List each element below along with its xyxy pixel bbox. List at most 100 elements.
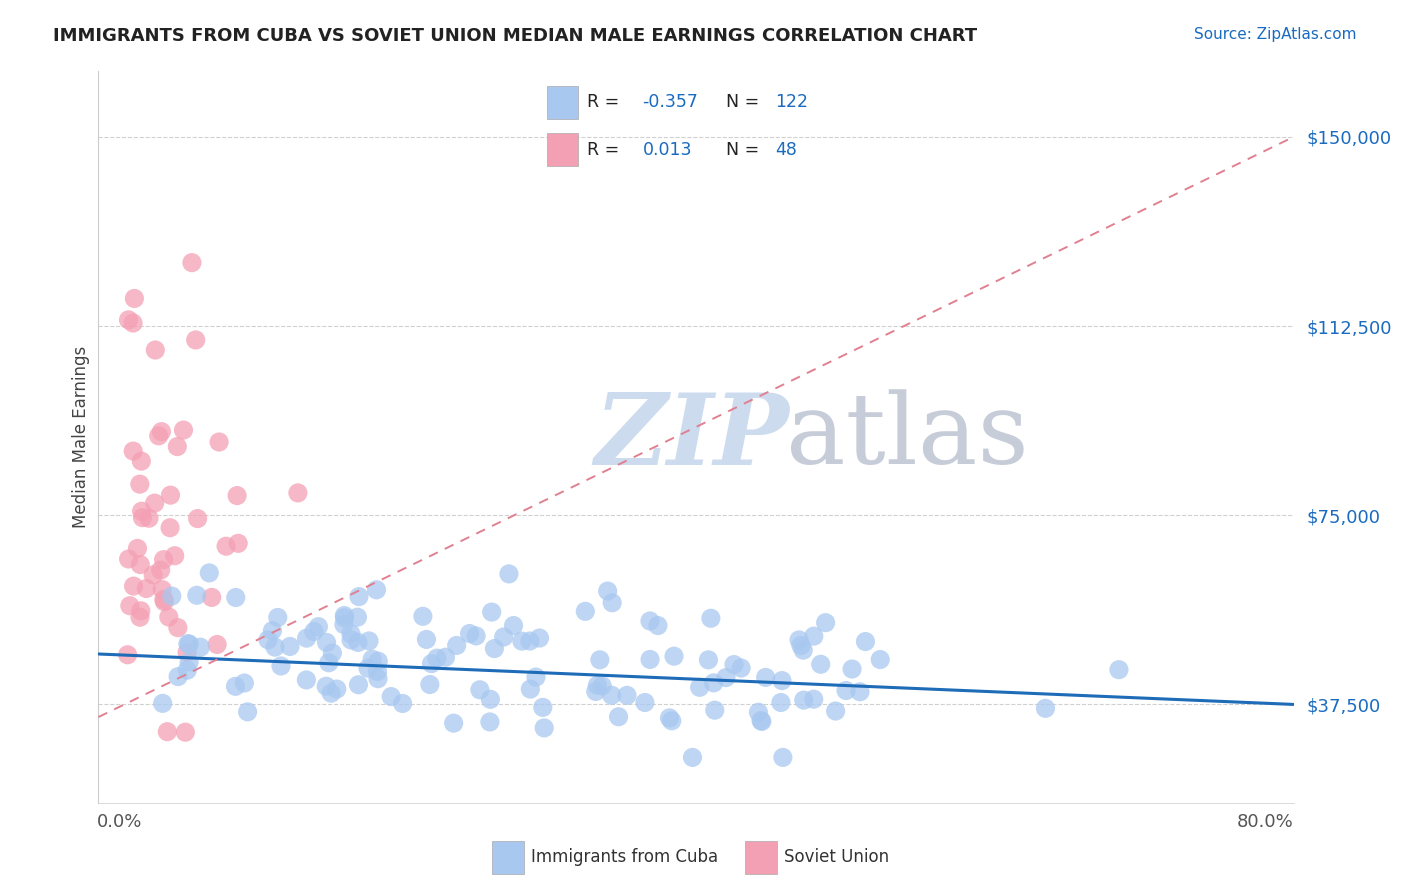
Point: [810, 657, 832, 672]
Point: [869, 652, 891, 666]
Point: [176, 663, 198, 677]
Point: [484, 641, 506, 656]
Point: [148, 429, 170, 443]
Point: [346, 610, 368, 624]
Point: [616, 689, 638, 703]
Point: [420, 657, 443, 671]
Point: [749, 714, 772, 728]
Point: [347, 590, 370, 604]
Point: [177, 637, 200, 651]
Text: N =: N =: [725, 94, 759, 112]
Point: [122, 444, 145, 458]
Point: [600, 688, 623, 702]
Point: [772, 750, 794, 764]
Point: [333, 611, 356, 625]
Point: [415, 632, 437, 647]
Point: [163, 549, 186, 563]
Point: [340, 632, 363, 647]
Point: [215, 539, 238, 553]
Text: Source: ZipAtlas.com: Source: ZipAtlas.com: [1194, 27, 1357, 42]
Point: [519, 634, 541, 648]
Point: [287, 486, 309, 500]
Point: [321, 686, 343, 700]
Point: [257, 632, 280, 647]
Point: [479, 692, 502, 706]
Point: [585, 684, 607, 698]
Point: [226, 536, 249, 550]
Point: [574, 604, 596, 618]
Point: [150, 582, 173, 597]
Point: [519, 682, 541, 697]
Point: [1108, 663, 1130, 677]
Point: [118, 599, 141, 613]
Point: [751, 714, 773, 729]
Point: [262, 624, 284, 638]
Point: [179, 637, 201, 651]
Point: [205, 638, 228, 652]
Text: N =: N =: [725, 141, 759, 159]
Point: [531, 700, 554, 714]
Point: [184, 333, 207, 347]
Point: [790, 639, 813, 653]
Point: [703, 703, 725, 717]
Point: [153, 595, 176, 609]
Point: [647, 618, 669, 632]
Point: [295, 631, 318, 645]
Point: [117, 313, 139, 327]
Point: [302, 624, 325, 639]
Point: [333, 608, 356, 623]
Point: [225, 591, 247, 605]
Point: [1035, 701, 1057, 715]
Point: [824, 704, 846, 718]
Point: [160, 589, 183, 603]
Text: -0.357: -0.357: [643, 94, 699, 112]
Point: [131, 454, 153, 468]
Point: [468, 682, 491, 697]
FancyBboxPatch shape: [745, 841, 778, 874]
Point: [143, 343, 166, 357]
Point: [347, 678, 370, 692]
Text: 122: 122: [776, 94, 808, 112]
Point: [180, 255, 202, 269]
Point: [366, 582, 388, 597]
Point: [153, 592, 176, 607]
Point: [129, 610, 152, 624]
Point: [201, 591, 224, 605]
Point: [755, 670, 778, 684]
Point: [814, 615, 837, 630]
Point: [443, 716, 465, 731]
Point: [357, 661, 380, 675]
Point: [361, 652, 384, 666]
Point: [849, 685, 872, 699]
Point: [426, 651, 449, 665]
Point: [315, 679, 337, 693]
Point: [855, 634, 877, 648]
Point: [236, 705, 259, 719]
Point: [135, 582, 157, 596]
Point: [367, 654, 389, 668]
Point: [117, 552, 139, 566]
Point: [176, 645, 198, 659]
Point: [434, 650, 457, 665]
Point: [124, 292, 146, 306]
Point: [167, 670, 190, 684]
Point: [607, 710, 630, 724]
FancyBboxPatch shape: [547, 87, 578, 119]
Point: [498, 566, 520, 581]
Text: atlas: atlas: [786, 389, 1028, 485]
Point: [150, 425, 173, 439]
Point: [769, 696, 792, 710]
Point: [143, 496, 166, 510]
Point: [689, 681, 711, 695]
Text: 0.013: 0.013: [643, 141, 692, 159]
Point: [224, 679, 246, 693]
Point: [787, 632, 810, 647]
Point: [747, 705, 769, 719]
Point: [278, 640, 301, 654]
Point: [634, 696, 657, 710]
Point: [638, 652, 661, 666]
Point: [179, 655, 201, 669]
Point: [391, 697, 413, 711]
Point: [226, 489, 249, 503]
Point: [589, 653, 612, 667]
